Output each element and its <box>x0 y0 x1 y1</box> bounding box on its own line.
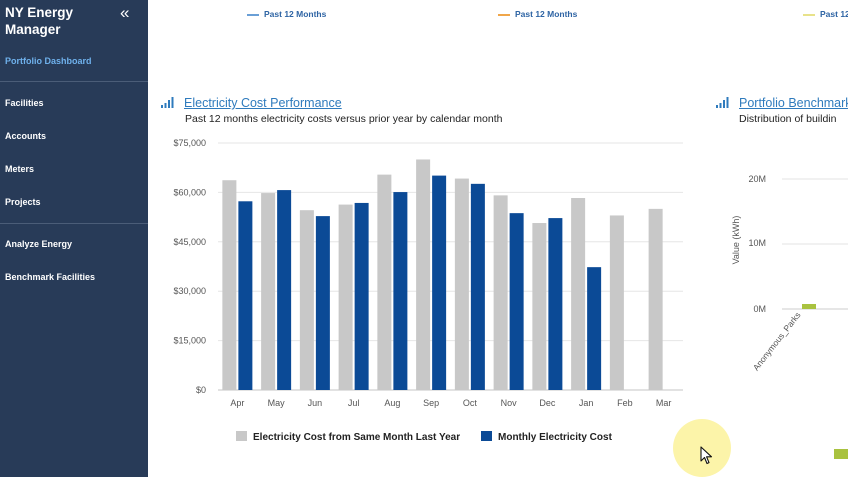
bar-monthly-cost[interactable] <box>470 183 485 390</box>
bar-chart-icon <box>716 97 729 108</box>
bar-chart-icon <box>161 97 174 108</box>
benchmark-y-tick: 20M <box>748 174 766 184</box>
bar-monthly-cost[interactable] <box>277 190 292 390</box>
benchmark-bar <box>802 304 816 309</box>
portfolio-benchmark-title-link[interactable]: Portfolio Benchmark <box>739 96 848 110</box>
bar-last-year[interactable] <box>571 197 586 390</box>
bar-last-year[interactable] <box>648 208 663 390</box>
sidebar-item-benchmark-facilities[interactable]: Benchmark Facilities <box>5 272 96 282</box>
y-tick-label: $75,000 <box>173 138 206 148</box>
bar-last-year[interactable] <box>609 215 624 390</box>
benchmark-y-tick: 0M <box>753 304 766 314</box>
bar-last-year[interactable] <box>454 178 469 390</box>
x-tick-label: Sep <box>423 398 439 408</box>
sidebar-item-accounts[interactable]: Accounts <box>5 131 47 141</box>
bar-last-year[interactable] <box>532 223 547 390</box>
sidebar-item-projects[interactable]: Projects <box>5 197 41 207</box>
electricity-cost-subtitle: Past 12 months electricity costs versus … <box>185 113 503 125</box>
sidebar-divider <box>0 81 148 82</box>
x-tick-label: Oct <box>463 398 478 408</box>
x-tick-label: Aug <box>384 398 400 408</box>
bar-monthly-cost[interactable] <box>432 175 447 390</box>
sidebar-divider <box>0 223 148 224</box>
x-tick-label: May <box>268 398 286 408</box>
electricity-cost-title-link[interactable]: Electricity Cost Performance <box>184 96 342 110</box>
x-tick-label: Apr <box>230 398 244 408</box>
collapse-sidebar-icon[interactable]: « <box>120 3 130 22</box>
bar-monthly-cost[interactable] <box>393 192 408 390</box>
top-legend-1[interactable]: Past 12 Months <box>247 9 326 19</box>
sidebar-item-meters[interactable]: Meters <box>5 164 35 174</box>
app-title: NY Energy Manager <box>5 5 74 37</box>
benchmark-y-axis-label: Value (kWh) <box>731 216 741 265</box>
sidebar-item-analyze-energy[interactable]: Analyze Energy <box>5 239 73 249</box>
benchmark-legend-swatch <box>834 449 848 459</box>
y-tick-label: $45,000 <box>173 237 206 247</box>
line-swatch-icon <box>247 13 259 16</box>
bar-last-year[interactable] <box>261 193 276 390</box>
mouse-cursor-icon <box>700 446 713 465</box>
bar-monthly-cost[interactable] <box>354 202 369 390</box>
x-tick-label: Dec <box>539 398 556 408</box>
x-tick-label: Nov <box>501 398 518 408</box>
bar-last-year[interactable] <box>416 159 431 390</box>
legend-swatch <box>236 431 247 441</box>
x-tick-label: Jan <box>579 398 594 408</box>
y-tick-label: $60,000 <box>173 187 206 197</box>
y-tick-label: $15,000 <box>173 336 206 346</box>
x-tick-label: Mar <box>656 398 672 408</box>
bar-last-year[interactable] <box>299 210 314 390</box>
y-tick-label: $30,000 <box>173 286 206 296</box>
x-tick-label: Jun <box>308 398 323 408</box>
electricity-cost-chart: $75,000 $60,000 $45,000 $30,000 $15,000 $0 Apr… <box>173 138 683 408</box>
main-content: Past 12 Months Past 12 Months Past 12 El… <box>148 0 848 477</box>
sidebar-item-facilities[interactable]: Facilities <box>5 98 44 108</box>
line-swatch-icon <box>803 13 815 16</box>
benchmark-y-tick: 10M <box>748 238 766 248</box>
line-swatch-icon <box>498 13 510 16</box>
benchmark-x-tick: Anonymous_Parks <box>751 310 803 372</box>
bar-last-year[interactable] <box>338 204 353 390</box>
sidebar-item-portfolio-dashboard[interactable]: Portfolio Dashboard <box>5 56 92 66</box>
sidebar: NY Energy Manager « Portfolio Dashboard … <box>0 0 148 477</box>
x-tick-label: Jul <box>348 398 360 408</box>
bar-monthly-cost[interactable] <box>587 267 602 390</box>
legend-swatch <box>481 431 492 441</box>
bar-last-year[interactable] <box>377 174 392 390</box>
top-legend-2[interactable]: Past 12 Months <box>498 9 577 19</box>
legend-monthly-cost[interactable]: Monthly Electricity Cost <box>481 431 612 443</box>
bar-monthly-cost[interactable] <box>315 216 330 390</box>
bar-monthly-cost[interactable] <box>548 218 563 390</box>
y-tick-label: $0 <box>196 385 206 395</box>
legend-last-year[interactable]: Electricity Cost from Same Month Last Ye… <box>236 431 460 443</box>
top-legend-3[interactable]: Past 12 <box>803 9 848 19</box>
portfolio-benchmark-chart: Value (kWh) 20M 10M 0M Anonymous_Parks <box>731 174 848 372</box>
portfolio-benchmark-subtitle: Distribution of buildin <box>739 113 837 125</box>
bar-last-year[interactable] <box>493 195 508 390</box>
x-tick-label: Feb <box>617 398 633 408</box>
bar-last-year[interactable] <box>222 180 237 390</box>
bar-monthly-cost[interactable] <box>238 201 253 390</box>
bar-monthly-cost[interactable] <box>509 213 524 390</box>
